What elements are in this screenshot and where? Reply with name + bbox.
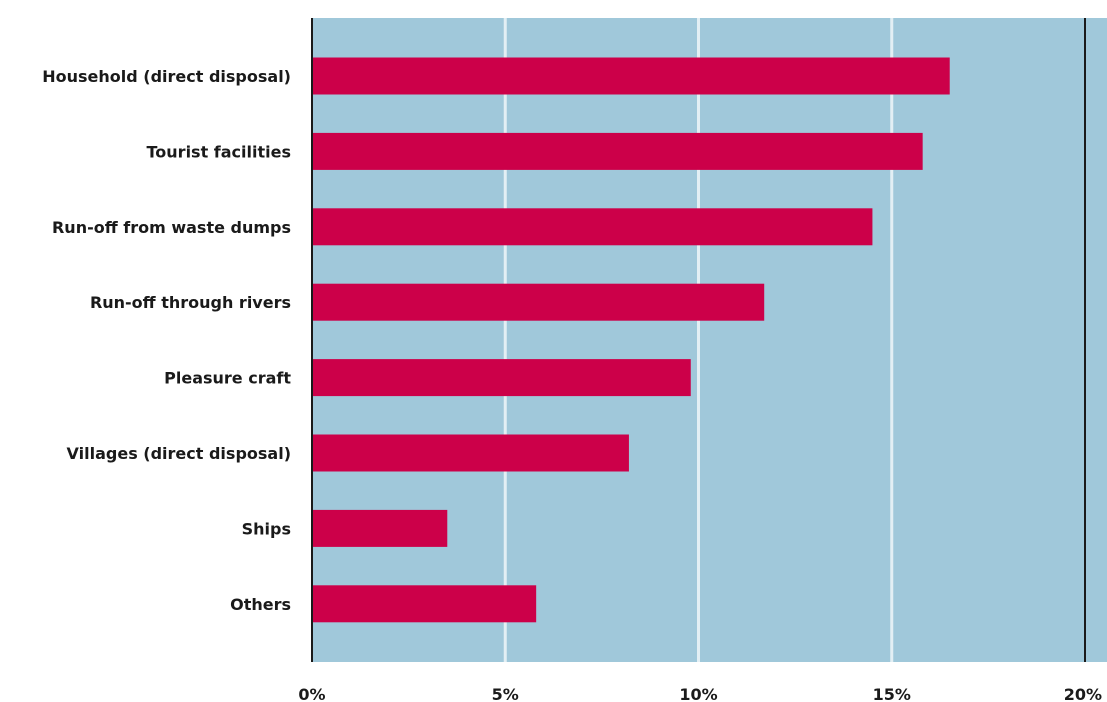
bar-7 xyxy=(312,585,537,623)
bar-4 xyxy=(312,359,691,397)
category-label: Tourist facilities xyxy=(147,142,292,161)
category-label: Household (direct disposal) xyxy=(42,67,291,86)
x-tick-label: 20% xyxy=(1064,685,1102,702)
x-tick-label: 0% xyxy=(298,685,325,702)
bar-5 xyxy=(312,434,629,472)
bars xyxy=(312,57,950,623)
category-label: Villages (direct disposal) xyxy=(67,444,291,463)
bar-1 xyxy=(312,132,923,170)
bar-2 xyxy=(312,208,873,246)
x-tick-labels: 0% 5% 10% 15% 20% xyxy=(298,685,1102,702)
bar-6 xyxy=(312,509,448,547)
bar-0 xyxy=(312,57,950,95)
category-labels: Household (direct disposal) Tourist facil… xyxy=(42,67,291,614)
category-label: Ships xyxy=(242,519,291,538)
plot-background xyxy=(312,18,1107,662)
category-label: Pleasure craft xyxy=(164,369,291,388)
bar-3 xyxy=(312,283,765,321)
x-tick-label: 5% xyxy=(492,685,519,702)
x-tick-label: 10% xyxy=(679,685,717,702)
gridlines xyxy=(503,18,894,662)
category-label: Run-off from waste dumps xyxy=(52,218,291,237)
x-tick-label: 15% xyxy=(873,685,911,702)
axes xyxy=(311,18,1086,662)
category-label: Run-off through rivers xyxy=(90,293,291,312)
category-label: Others xyxy=(230,595,291,614)
